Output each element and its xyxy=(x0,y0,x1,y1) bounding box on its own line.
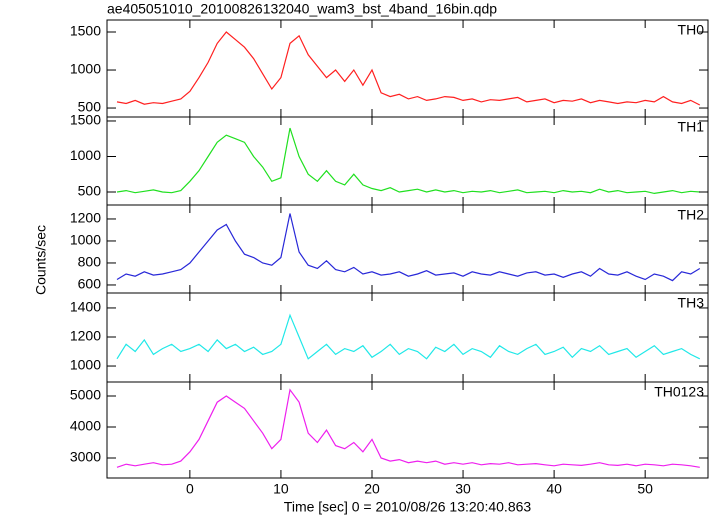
light-curve xyxy=(116,213,701,282)
y-tick-label: 1000 xyxy=(70,61,101,77)
light-curve xyxy=(116,31,701,106)
panel-label: TH1 xyxy=(678,119,705,135)
panel-label: TH3 xyxy=(678,295,705,311)
x-tick-label: 30 xyxy=(455,481,471,497)
y-tick-label: 1000 xyxy=(70,147,101,163)
panel-frame xyxy=(106,19,709,118)
x-tick-label: 40 xyxy=(546,481,562,497)
x-tick-label: 50 xyxy=(637,481,653,497)
y-tick-label: 500 xyxy=(78,99,102,115)
panel-label: TH0123 xyxy=(654,384,704,400)
panel-frame xyxy=(106,292,709,383)
y-tick-label: 1400 xyxy=(70,299,101,315)
y-tick-label: 1200 xyxy=(70,328,101,344)
chart-title: ae405051010_20100826132040_wam3_bst_4ban… xyxy=(107,1,497,17)
panel-frame xyxy=(106,204,709,294)
y-tick-label: 800 xyxy=(78,254,102,270)
y-tick-label: 3000 xyxy=(70,449,101,465)
y-tick-label: 1000 xyxy=(70,232,101,248)
y-tick-label: 4000 xyxy=(70,418,101,434)
x-axis-label: Time [sec] 0 = 2010/08/26 13:20:40.863 xyxy=(284,499,532,515)
y-tick-label: 1500 xyxy=(70,23,101,39)
panel-label: TH0 xyxy=(678,22,705,38)
y-axis-label: Counts/sec xyxy=(33,225,49,295)
y-tick-label: 1500 xyxy=(70,112,101,128)
y-tick-label: 1000 xyxy=(70,357,101,373)
panel-label: TH2 xyxy=(678,207,705,223)
panel-frame xyxy=(106,116,709,206)
y-tick-label: 5000 xyxy=(70,387,101,403)
light-curve xyxy=(116,313,701,360)
y-tick-label: 1200 xyxy=(70,210,101,226)
x-tick-label: 20 xyxy=(364,481,380,497)
x-tick-label: 10 xyxy=(273,481,289,497)
x-tick-label: 0 xyxy=(186,481,194,497)
light-curve xyxy=(116,127,700,195)
panel-frame xyxy=(106,381,709,479)
y-tick-label: 600 xyxy=(78,276,102,292)
y-tick-label: 500 xyxy=(78,183,102,199)
light-curve xyxy=(116,388,700,468)
